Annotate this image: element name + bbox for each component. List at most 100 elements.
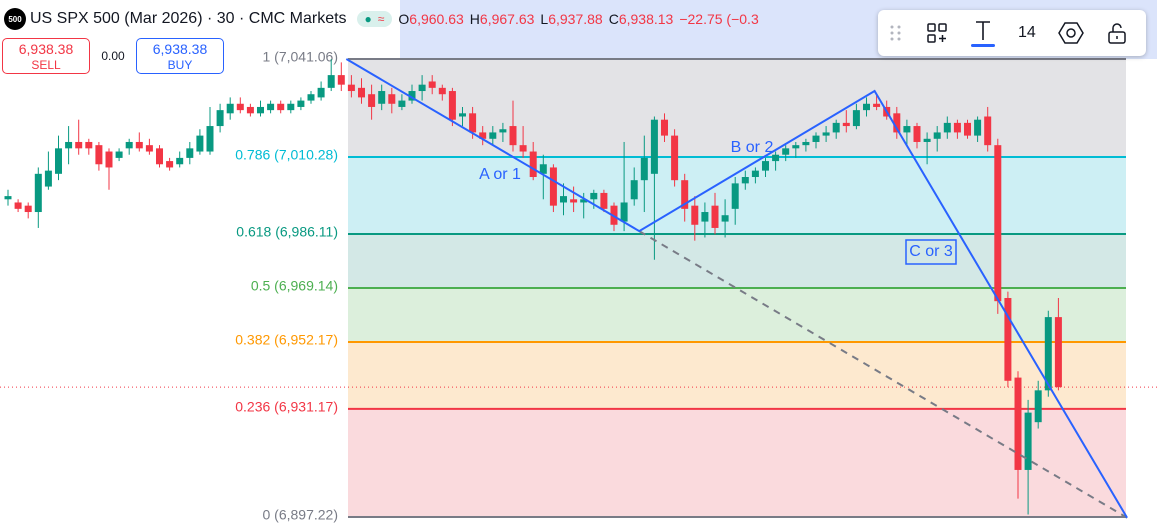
fib-label: 0.236 (6,931.17) [235,399,338,415]
fib-label: 0 (6,897.22) [263,507,339,523]
candle-body [802,141,810,146]
candle-body [701,212,709,222]
font-size[interactable]: 14 [1018,24,1036,41]
settings-icon[interactable] [1057,21,1084,45]
candle-body [125,141,133,149]
sell-price: 6,938.38 [18,41,74,57]
candle-body [933,132,941,139]
candle-body [257,106,264,114]
candle-body [226,103,234,114]
fib-zone [348,342,1126,409]
candle-body [974,119,982,136]
sell-button[interactable]: 6,938.38 SELL [2,38,90,74]
candle-body [489,132,497,139]
candle-body [327,75,335,88]
change: −22.75 (−0.3 [679,11,759,27]
candle-body [277,103,285,111]
candle-body [994,145,1002,302]
candle-body [529,151,537,178]
candle-body [600,192,608,209]
candle-body [519,145,527,152]
candle-body [398,100,406,107]
candle-body [1004,297,1012,381]
candle-body [640,157,648,181]
low: 6,937.88 [548,11,603,27]
candle-body [953,122,961,133]
candle-body [772,154,780,162]
candle-body [903,126,911,133]
candle-body [630,180,638,200]
close: 6,938.13 [618,11,674,27]
candle-body [650,119,658,174]
candle-body [65,141,73,149]
symbol[interactable]: US SPX 500 (Mar 2026) · 30 · CMC Markets [30,10,347,27]
candle-body [984,116,992,146]
candle-body [469,113,477,133]
candle-body [166,161,174,168]
candle-body [792,145,800,149]
spread: 0.00 [101,49,125,63]
candle-body [620,202,628,222]
candle-body [661,119,668,136]
fib-zone [348,408,1126,517]
candle-body [347,84,355,92]
candle-body [943,122,951,133]
candle-body [499,129,507,133]
candle-body [317,87,325,98]
candle-body [216,110,224,127]
fib-label: 0.786 (7,010.28) [235,147,338,163]
candle-body [1034,390,1042,423]
open-label: O [398,11,410,27]
candle-body [297,100,305,107]
candle-body [1054,317,1062,388]
candle-body [691,205,699,225]
candle-body [186,148,194,158]
candle-body [4,196,12,200]
candle-body [852,110,860,127]
fib-zone [348,233,1126,288]
candle-body [388,94,396,104]
candle-body [751,170,759,178]
candle-body [418,84,426,92]
candle-body [196,135,204,152]
candle-body [731,183,739,209]
candle-body [590,192,598,200]
candle-body [580,199,588,203]
candle-body [913,126,921,142]
candle-body [368,94,376,107]
high-label: H [469,11,480,27]
candle-body [782,148,790,155]
fib-label: 1 (7,041.06) [263,49,339,65]
lock-icon[interactable] [1106,21,1128,45]
drag-handle[interactable] [888,23,904,43]
ohlc: O6,960.63 H6,967.63 L6,937.88 C6,938.13 … [398,11,758,27]
open: 6,960.63 [409,11,464,27]
buy-label: BUY [167,58,193,72]
wave-label-box [905,239,957,265]
candle-body [337,75,345,85]
projection-line [638,230,1128,519]
trade-panel: 6,938.38 SELL 0.00 6,938.38 BUY [2,38,224,74]
text-color-icon[interactable] [970,18,996,48]
candle-body [14,202,22,209]
buy-button[interactable]: 6,938.38 BUY [136,38,224,74]
candle-body [863,103,870,111]
candle-body [509,126,517,146]
status-pill: ● ≈ [356,11,393,27]
candle-body [832,122,840,133]
candle-body [762,161,769,171]
candle-body [115,151,123,158]
candle-body [408,91,416,101]
fib-label: 0.382 (6,952.17) [235,332,338,348]
low-label: L [540,11,549,27]
candle-body [267,103,275,111]
wave-label: A or 1 [479,166,521,183]
candle-body [105,151,113,168]
fib-label: 0.5 (6,969.14) [251,278,338,294]
candle-body [873,103,881,107]
templates-icon[interactable] [926,22,948,44]
candle-body [812,135,820,142]
candle-body [358,87,365,98]
